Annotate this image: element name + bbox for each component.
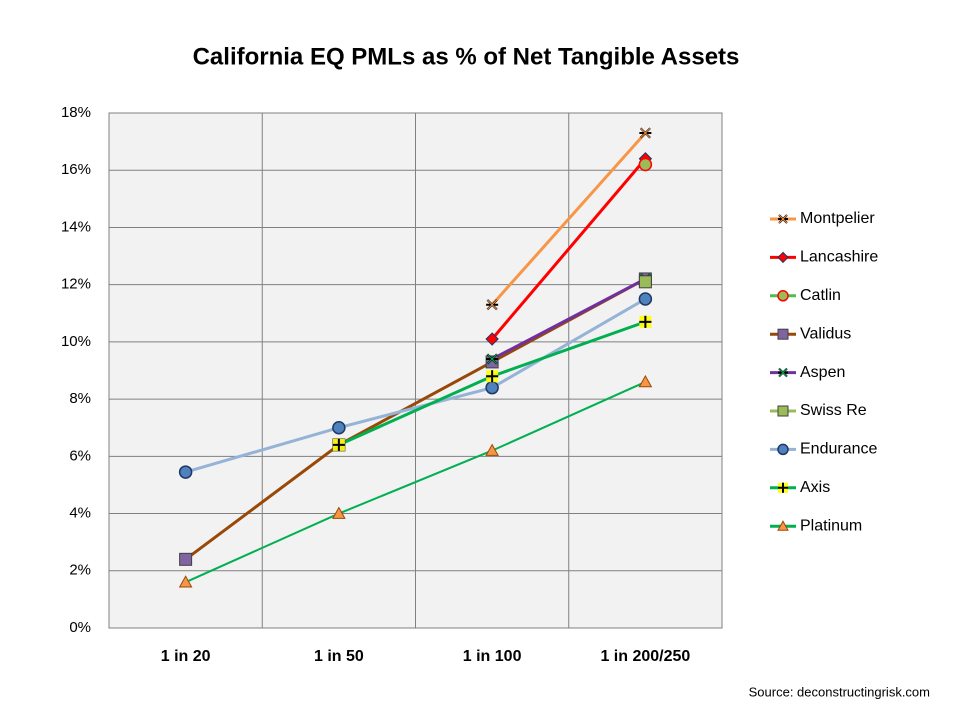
y-tick-label: 6%	[69, 447, 91, 464]
series-line	[185, 381, 646, 584]
x-tick-label: 1 in 20	[161, 648, 211, 665]
chart-title: California EQ PMLs as % of Net Tangible …	[193, 43, 740, 70]
marker	[332, 506, 346, 519]
series-line	[490, 157, 647, 340]
legend-label: Catlin	[800, 287, 841, 304]
y-tick-label: 16%	[61, 161, 91, 178]
marker	[777, 443, 789, 456]
legend-label: Swiss Re	[800, 402, 867, 419]
legend-label: Aspen	[800, 364, 845, 381]
x-tick-label: 1 in 200/250	[600, 648, 690, 665]
marker	[639, 315, 652, 328]
marker	[638, 374, 653, 388]
y-tick-label: 0%	[69, 619, 91, 636]
series-line	[491, 132, 647, 306]
x-tick-label: 1 in 100	[463, 648, 522, 665]
marker	[640, 127, 651, 139]
marker	[778, 368, 788, 377]
y-tick-label: 4%	[69, 505, 91, 522]
legend-label: Validus	[800, 325, 851, 342]
marker	[638, 275, 652, 289]
y-tick-label: 8%	[69, 390, 91, 407]
marker	[638, 157, 653, 172]
marker	[332, 420, 346, 435]
y-tick-label: 18%	[61, 104, 91, 121]
y-tick-label: 2%	[69, 562, 91, 579]
marker	[179, 552, 193, 566]
legend-label: Montpelier	[800, 210, 875, 227]
marker	[777, 405, 789, 417]
series-line	[185, 297, 647, 474]
marker	[777, 328, 789, 340]
marker	[332, 438, 345, 451]
y-tick-label: 12%	[61, 276, 91, 293]
legend-label: Platinum	[800, 517, 862, 534]
legend-label: Endurance	[800, 441, 877, 458]
marker	[486, 299, 498, 310]
marker	[486, 370, 499, 383]
series-line	[491, 277, 647, 361]
marker	[178, 465, 193, 479]
marker	[778, 482, 788, 493]
marker	[486, 353, 498, 365]
y-tick-label: 14%	[61, 218, 91, 235]
marker	[777, 520, 789, 531]
y-tick-label: 10%	[61, 333, 91, 350]
marker	[777, 251, 789, 264]
legend-label: Lancashire	[800, 249, 878, 266]
marker	[485, 332, 499, 346]
marker	[178, 575, 193, 588]
x-tick-label: 1 in 50	[314, 648, 364, 665]
source: Source: deconstructingrisk.com	[749, 684, 930, 699]
marker	[485, 380, 499, 395]
marker	[485, 443, 499, 456]
marker	[778, 214, 788, 224]
legend-label: Axis	[800, 479, 830, 496]
marker	[638, 292, 653, 306]
marker	[777, 290, 789, 302]
